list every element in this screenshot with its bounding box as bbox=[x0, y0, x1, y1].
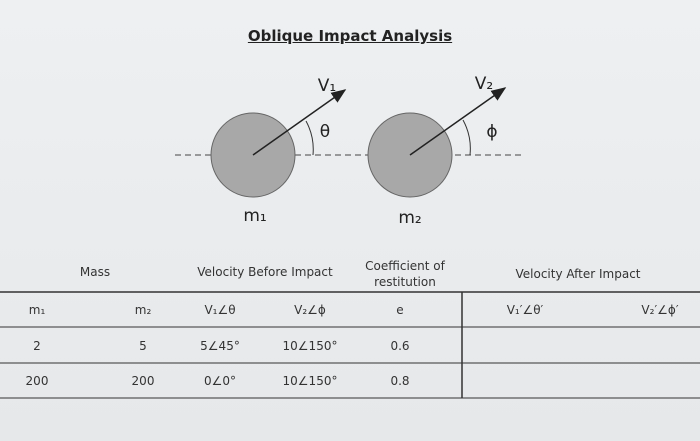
cell: 5∠45° bbox=[200, 339, 240, 353]
column-header: V₁′∠θ′ bbox=[506, 303, 544, 317]
cell: 0.6 bbox=[390, 339, 410, 353]
group-header: Coefficient of restitution bbox=[365, 259, 445, 289]
cell: 0∠0° bbox=[203, 374, 237, 388]
label: θ bbox=[319, 122, 331, 142]
label: m₂ bbox=[398, 208, 422, 228]
column-header: V₂∠ϕ bbox=[294, 303, 326, 317]
group-header: Mass bbox=[79, 265, 111, 279]
label: ϕ bbox=[486, 122, 498, 142]
label: V₁ bbox=[317, 76, 337, 96]
angle-arc bbox=[305, 120, 314, 156]
cell: 5 bbox=[139, 339, 147, 353]
column-header: V₂′∠ϕ′ bbox=[641, 303, 679, 317]
velocity-arrow bbox=[252, 89, 347, 156]
title: Oblique Impact Analysis bbox=[247, 27, 453, 45]
label: V₂ bbox=[474, 74, 494, 94]
label: m₁ bbox=[243, 206, 267, 226]
angle-arc bbox=[462, 119, 471, 156]
column-header: m₂ bbox=[134, 303, 152, 317]
cell: 10∠150° bbox=[282, 339, 338, 353]
cell: 200 bbox=[25, 374, 49, 388]
velocity-arrow bbox=[409, 87, 507, 156]
cell: 10∠150° bbox=[282, 374, 338, 388]
cell: 200 bbox=[131, 374, 155, 388]
group-header: Velocity After Impact bbox=[515, 267, 641, 281]
cell: 0.8 bbox=[390, 374, 410, 388]
column-header: e bbox=[396, 303, 404, 317]
column-header: V₁∠θ bbox=[204, 303, 236, 317]
column-header: m₁ bbox=[28, 303, 46, 317]
group-header: Velocity Before Impact bbox=[197, 265, 333, 279]
cell: 2 bbox=[33, 339, 41, 353]
